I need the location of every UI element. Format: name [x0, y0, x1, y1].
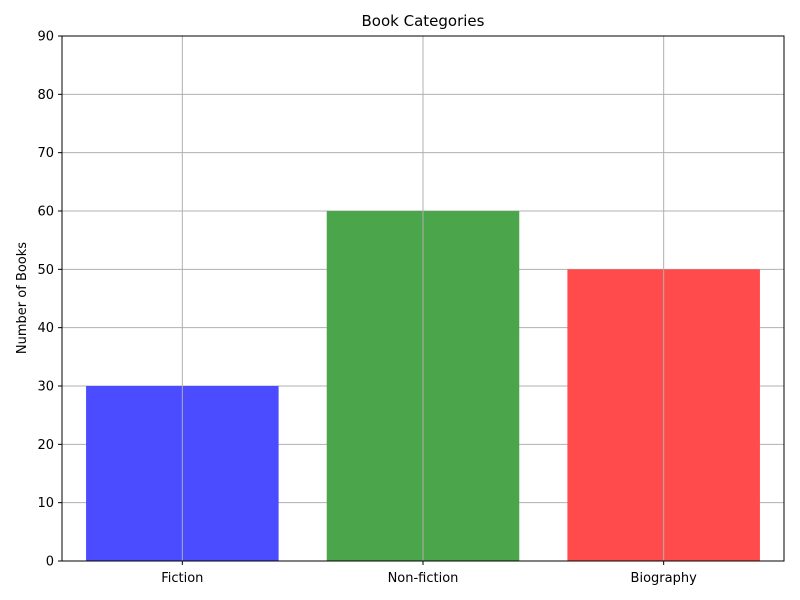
y-tick-label-60: 60	[37, 205, 54, 220]
chart-title: Book Categories	[362, 12, 485, 30]
y-tick-label-50: 50	[37, 263, 54, 278]
y-tick-label-0: 0	[46, 555, 54, 570]
y-tick-label-20: 20	[37, 438, 54, 453]
y-tick-label-30: 30	[37, 380, 54, 395]
plot-area: 0 10 20 30 40 50 60 70 80 90 Fiction Non-fiction Bio…	[37, 30, 785, 586]
y-axis-label: Number of Books	[15, 242, 30, 354]
y-tick-label-10: 10	[37, 496, 54, 511]
y-tick-label-90: 90	[37, 30, 54, 45]
y-tick-label-70: 70	[37, 146, 54, 161]
x-tick-label-non-fiction: Non-fiction	[388, 571, 459, 586]
y-tick-label-40: 40	[37, 321, 54, 336]
y-tick-label-80: 80	[37, 88, 54, 103]
x-tick-label-fiction: Fiction	[161, 571, 203, 586]
x-tick-label-biography: Biography	[631, 571, 698, 586]
